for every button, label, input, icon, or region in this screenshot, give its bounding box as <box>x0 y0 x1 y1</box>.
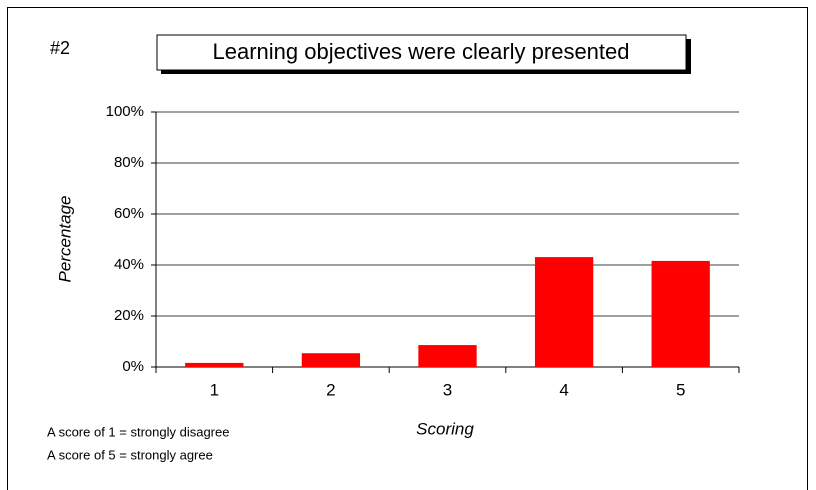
note: A score of 1 = strongly disagree <box>47 424 229 439</box>
bar <box>301 353 361 367</box>
y-tick-label: 100% <box>106 103 144 120</box>
bar <box>185 362 244 367</box>
x-tick-label: 1 <box>210 380 219 399</box>
chart-title: Learning objectives were clearly present… <box>212 39 629 64</box>
chart-number: #2 <box>50 38 70 58</box>
bar <box>534 257 594 367</box>
title-box <box>156 34 687 71</box>
x-tick-label: 3 <box>443 380 452 399</box>
y-axis-label: Percentage <box>55 196 74 283</box>
x-tick-label: 5 <box>676 380 685 399</box>
y-tick-label: 0% <box>122 358 144 375</box>
note: A score of 5 = strongly agree <box>47 447 213 462</box>
y-tick-label: 40% <box>114 256 144 273</box>
bar <box>651 260 710 367</box>
x-axis-label: Scoring <box>416 419 474 438</box>
frame <box>7 7 808 490</box>
y-tick-label: 80% <box>114 154 144 171</box>
y-tick-label: 60% <box>114 205 144 222</box>
x-tick-label: 4 <box>559 380 568 399</box>
bar <box>418 345 477 367</box>
y-tick-label: 20% <box>114 307 144 324</box>
x-tick-label: 2 <box>326 380 335 399</box>
